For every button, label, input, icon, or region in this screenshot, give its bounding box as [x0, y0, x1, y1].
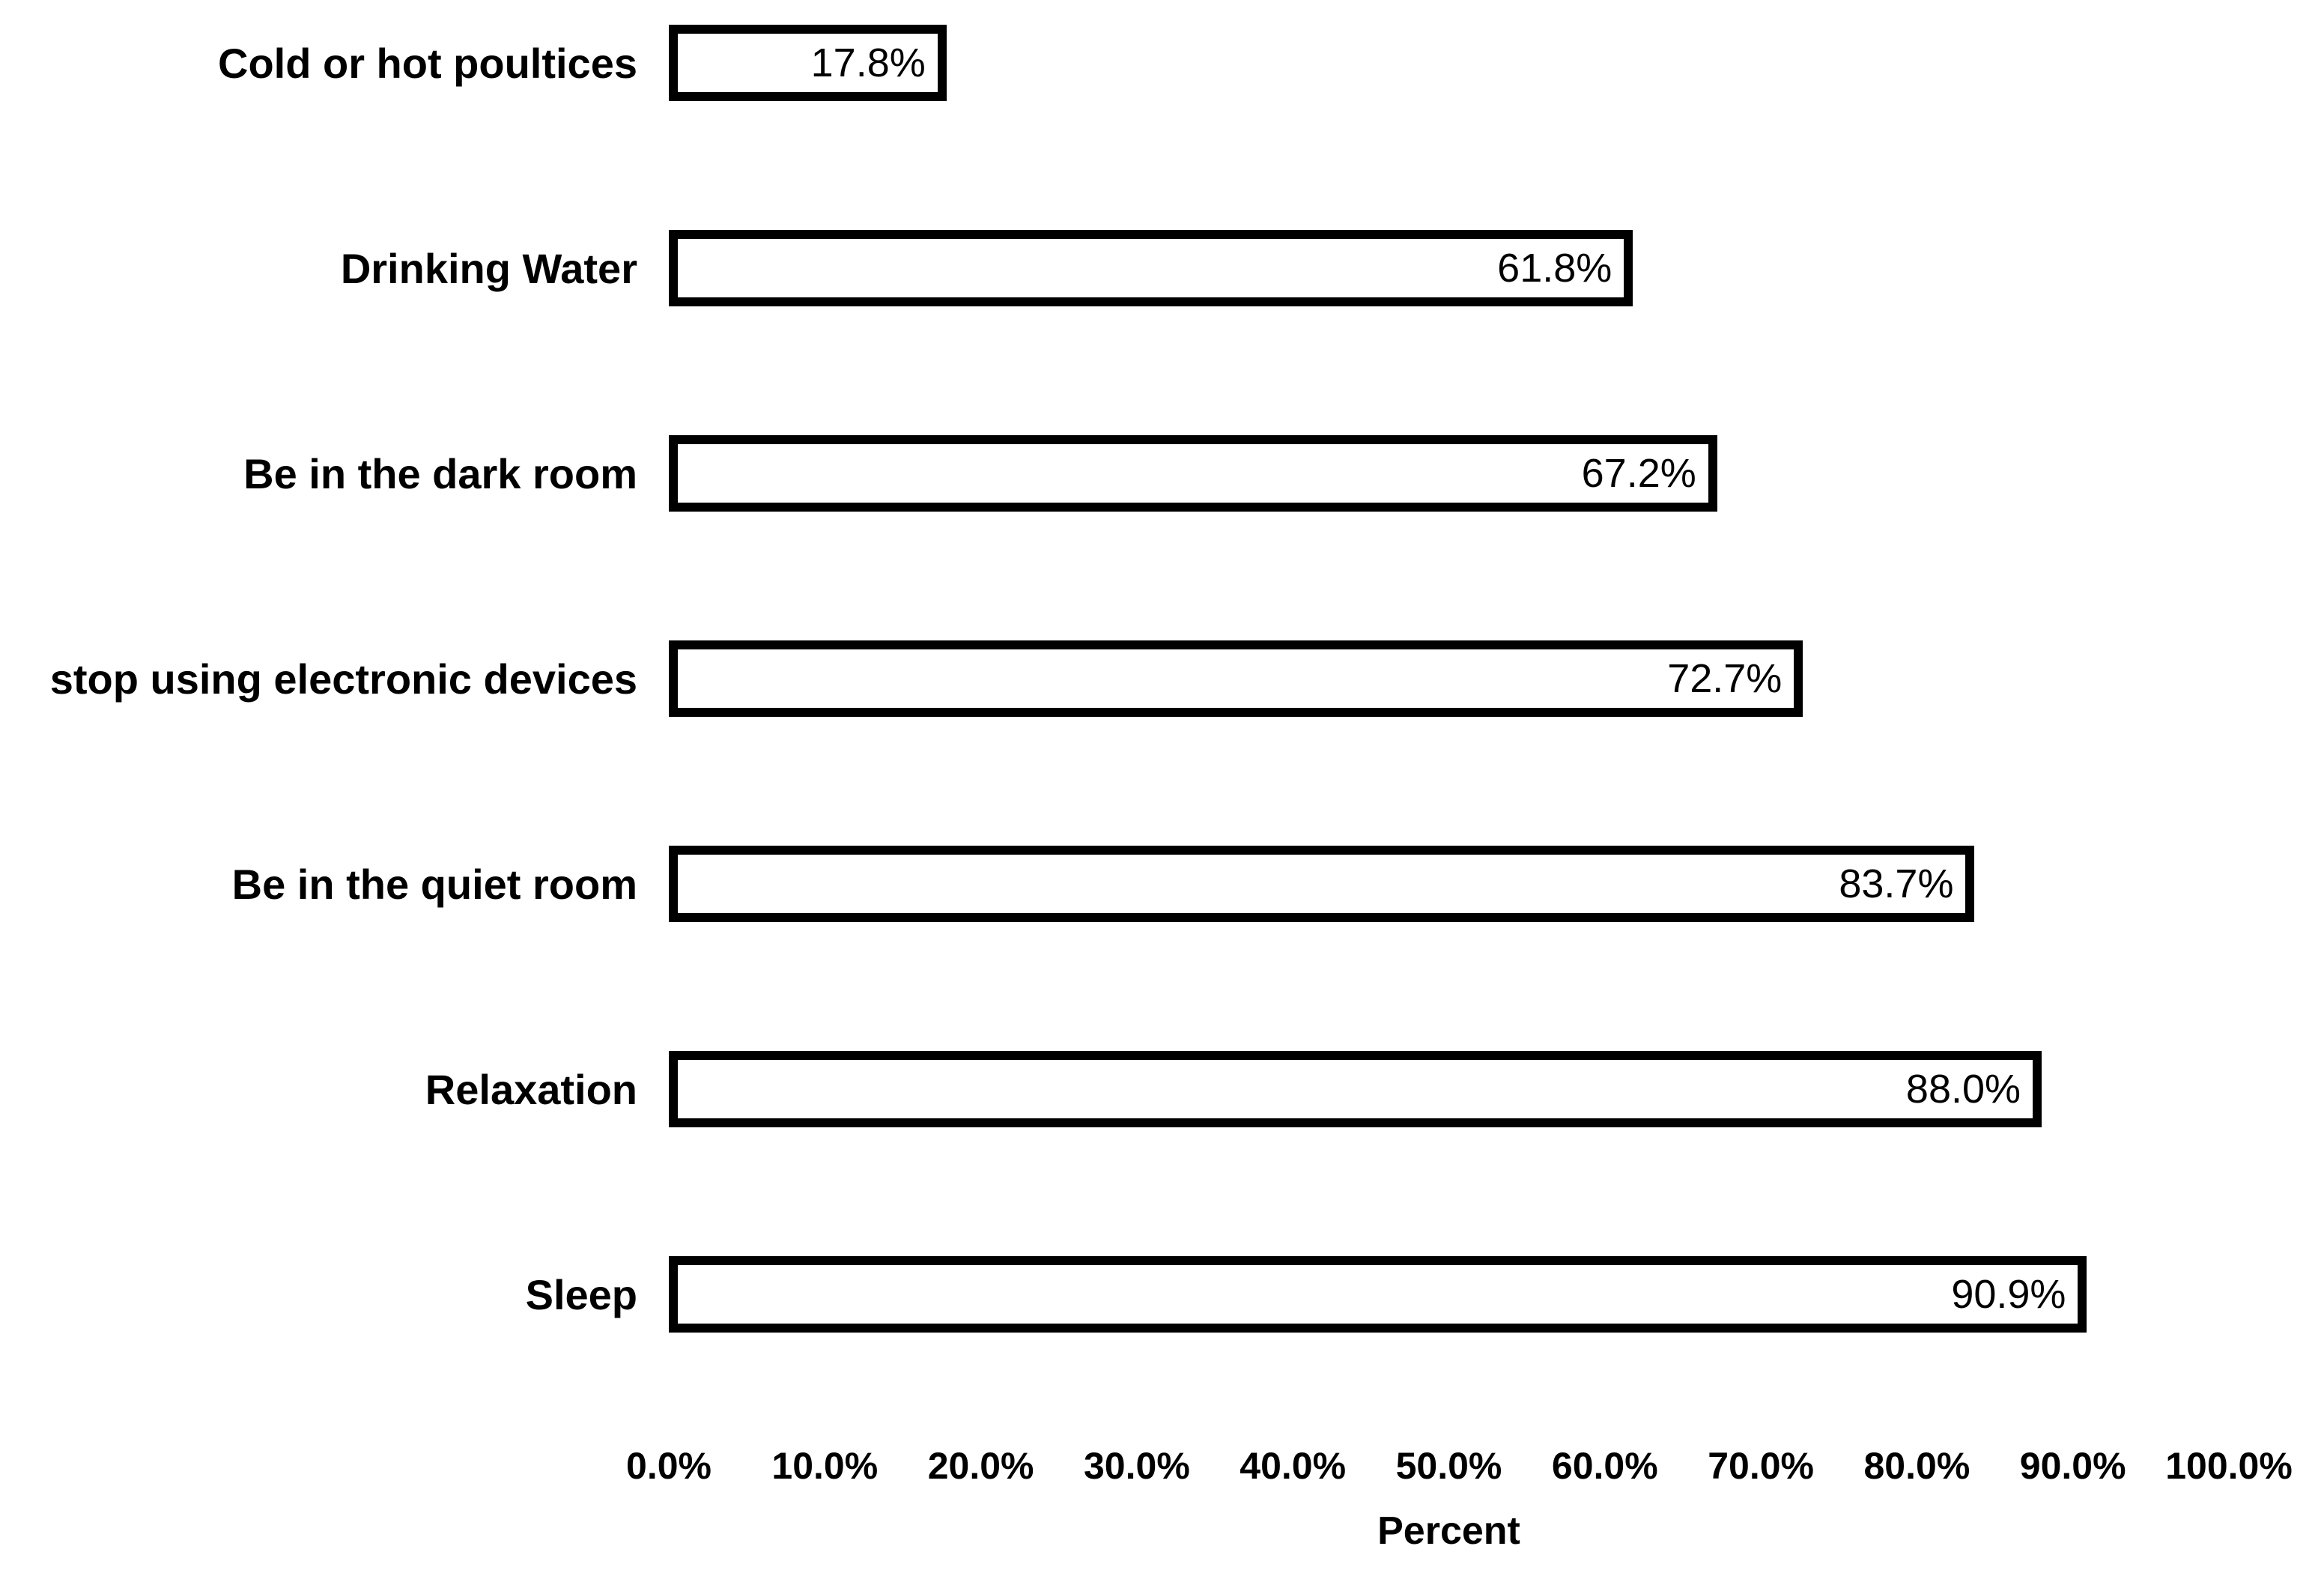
bar-track: 90.9%	[669, 1256, 2229, 1333]
x-tick: 50.0%	[1395, 1445, 1502, 1487]
bar-track: 88.0%	[669, 1051, 2229, 1127]
x-tick: 20.0%	[927, 1445, 1034, 1487]
bar-row: Sleep 90.9%	[0, 1256, 2324, 1333]
bar-value-label: 61.8%	[1497, 246, 1612, 291]
bar-value-label: 83.7%	[1839, 861, 1954, 906]
bar: 83.7%	[669, 846, 1975, 922]
category-label: Sleep	[525, 1270, 637, 1318]
bar-row: Drinking Water 61.8%	[0, 230, 2324, 306]
x-axis-title: Percent	[1377, 1509, 1520, 1553]
category-label: Relaxation	[425, 1065, 637, 1113]
bar-value-label: 67.2%	[1581, 451, 1696, 496]
bar: 72.7%	[669, 640, 1803, 717]
bar-row: Be in the dark room 67.2%	[0, 435, 2324, 512]
bar: 67.2%	[669, 435, 1717, 512]
bar-track: 72.7%	[669, 640, 2229, 717]
x-tick: 100.0%	[2165, 1445, 2293, 1487]
bar: 61.8%	[669, 230, 1633, 306]
bar: 88.0%	[669, 1051, 2042, 1127]
x-tick: 40.0%	[1240, 1445, 1347, 1487]
x-tick: 0.0%	[626, 1445, 712, 1487]
x-tick: 70.0%	[1708, 1445, 1814, 1487]
x-tick: 10.0%	[771, 1445, 879, 1487]
bar-track: 67.2%	[669, 435, 2229, 512]
bar-track: 61.8%	[669, 230, 2229, 306]
bar-track: 83.7%	[669, 846, 2229, 922]
bar-row: Cold or hot poultices 17.8%	[0, 25, 2324, 101]
x-tick: 90.0%	[2019, 1445, 2126, 1487]
bar-row: Be in the quiet room 83.7%	[0, 846, 2324, 922]
category-label: Be in the dark room	[243, 449, 637, 497]
x-axis: 0.0% 10.0% 20.0% 30.0% 40.0% 50.0% 60.0%…	[626, 1444, 2293, 1492]
bar-value-label: 88.0%	[1905, 1067, 2021, 1112]
bar-value-label: 90.9%	[1951, 1272, 2066, 1317]
category-label: Drinking Water	[340, 244, 637, 292]
category-label: Be in the quiet room	[231, 860, 637, 908]
bar-value-label: 17.8%	[810, 40, 926, 85]
bar: 17.8%	[669, 25, 947, 101]
category-label: stop using electronic devices	[49, 655, 637, 703]
category-label: Cold or hot poultices	[218, 39, 637, 87]
x-tick: 30.0%	[1084, 1445, 1190, 1487]
bar-track: 17.8%	[669, 25, 2229, 101]
bar-value-label: 72.7%	[1667, 656, 1783, 701]
bar-row: stop using electronic devices 72.7%	[0, 640, 2324, 717]
bar-row: Relaxation 88.0%	[0, 1051, 2324, 1127]
x-tick: 80.0%	[1863, 1445, 1970, 1487]
x-tick: 60.0%	[1551, 1445, 1658, 1487]
bar: 90.9%	[669, 1256, 2087, 1333]
